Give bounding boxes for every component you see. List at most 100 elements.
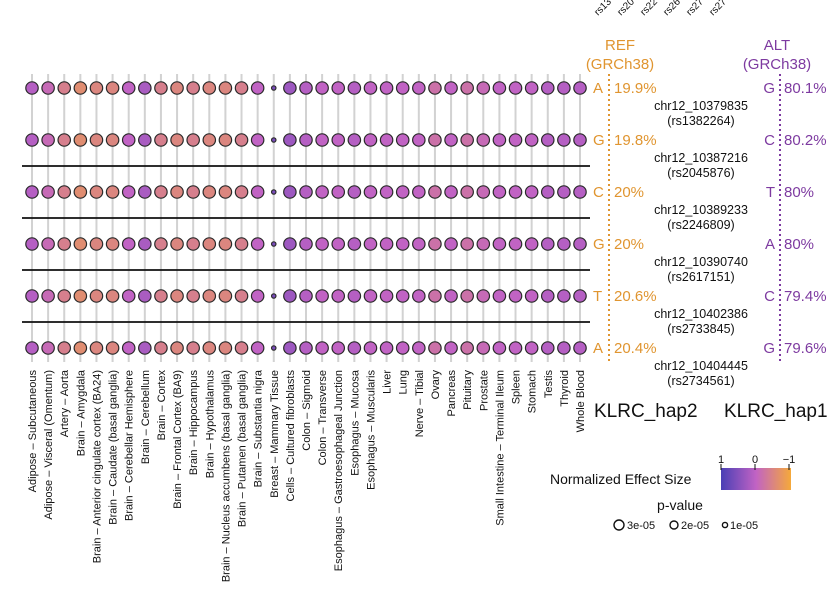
effect-dot — [299, 185, 313, 199]
effect-dot — [315, 341, 329, 355]
effect-dot — [492, 341, 507, 355]
effect-dot — [412, 133, 426, 147]
ref-allele: G — [593, 132, 605, 149]
effect-dot — [460, 341, 474, 355]
alt-frequency: 80% — [784, 236, 814, 253]
effect-dot — [170, 133, 184, 147]
effect-dot — [234, 185, 249, 199]
effect-dot — [73, 237, 88, 251]
effect-dot — [138, 341, 152, 355]
effect-dot — [25, 289, 39, 303]
effect-dot — [202, 237, 217, 251]
ref-build: (GRCh38) — [586, 56, 654, 73]
effect-dot — [476, 289, 491, 303]
effect-dot — [299, 289, 313, 303]
effect-dot — [270, 137, 277, 143]
ref-allele: T — [593, 288, 602, 305]
effect-dot — [428, 133, 442, 147]
effect-dot — [460, 81, 474, 95]
ref-allele: A — [593, 340, 603, 357]
effect-dot — [347, 81, 362, 95]
effect-dot — [25, 185, 39, 199]
tissue-label: Brain – Hippocampus — [188, 370, 200, 476]
effect-dot — [347, 133, 362, 147]
effect-dot — [25, 237, 39, 251]
alt-allele: C — [764, 288, 775, 305]
effect-dot — [379, 81, 394, 95]
effect-dot — [444, 81, 458, 95]
tissue-label: Esophagus – Mucosa — [349, 369, 361, 476]
effect-dot — [395, 133, 410, 147]
effect-dot — [138, 185, 152, 199]
effect-dot — [379, 133, 394, 147]
effect-dot — [41, 289, 55, 303]
tissue-label: Brain – Putamen (basal ganglia) — [237, 370, 249, 527]
row-separators — [22, 165, 590, 323]
effect-dot — [121, 81, 136, 95]
effect-dot — [428, 289, 442, 303]
effect-dot — [218, 341, 233, 355]
ref-frequency: 19.9% — [614, 80, 657, 97]
color-scale-bar — [721, 468, 791, 490]
tissue-label: Esophagus – Muscularis — [365, 370, 377, 490]
effect-dot — [105, 237, 120, 251]
effect-dot — [395, 237, 410, 251]
alt-frequency: 80% — [784, 184, 814, 201]
effect-dot — [250, 133, 265, 147]
variant-rsid: (rs2246809) — [667, 218, 734, 232]
variant-id: chr12_10389233 — [654, 203, 748, 217]
effect-dot — [105, 81, 120, 95]
tissue-label: Thyroid — [559, 370, 571, 407]
tissue-label: Liver — [382, 370, 394, 394]
tissue-label: Brain – Nucleus accumbens (basal ganglia… — [220, 370, 232, 582]
tissue-label: Testis — [543, 370, 555, 399]
tissue-label: Small Intestine – Terminal Ileum — [494, 370, 506, 526]
effect-dot — [202, 341, 217, 355]
effect-dot — [363, 237, 378, 251]
tissue-label: Cells – Cultured fibroblasts — [285, 370, 297, 502]
effect-dot — [138, 237, 152, 251]
variant-rsid: (rs2733845) — [667, 322, 734, 336]
variant-id: chr12_10390740 — [654, 255, 748, 269]
ref-frequency: 20.6% — [614, 288, 657, 305]
effect-dot — [218, 237, 233, 251]
effect-dot — [154, 289, 168, 303]
hap-right-label: KLRC_hap1 — [724, 401, 828, 422]
tissue-label: Stomach — [527, 370, 539, 413]
effect-dot — [89, 185, 104, 199]
effect-dot — [89, 289, 104, 303]
effect-dot — [283, 237, 297, 251]
effect-dot — [428, 81, 442, 95]
effect-dot — [460, 133, 474, 147]
effect-dot — [283, 341, 297, 355]
effect-dot — [573, 185, 587, 199]
effect-dot — [395, 185, 410, 199]
effect-dot — [492, 81, 507, 95]
tissue-label: Whole Blood — [575, 370, 587, 432]
effect-dot — [154, 185, 168, 199]
effect-dot — [121, 133, 136, 147]
ref-header: REF — [605, 37, 635, 54]
effect-dot — [557, 289, 571, 303]
size-label-3e-05: 3e-05 — [627, 520, 655, 532]
size-label-1e-05: 1e-05 — [730, 520, 758, 532]
effect-dot — [412, 185, 426, 199]
effect-dot — [234, 289, 249, 303]
effect-dot — [444, 185, 458, 199]
effect-dot — [25, 133, 39, 147]
effect-dot — [524, 81, 539, 95]
effect-dot — [202, 185, 217, 199]
effect-dot — [444, 133, 458, 147]
effect-dot — [508, 133, 523, 147]
effect-dot — [250, 81, 265, 95]
effect-dot — [25, 81, 39, 95]
effect-dot — [299, 81, 313, 95]
effect-dot — [557, 237, 571, 251]
effect-dot — [73, 81, 88, 95]
effect-dot — [540, 237, 555, 251]
effect-dot — [540, 81, 555, 95]
alt-frequency: 79.4% — [784, 288, 827, 305]
effect-dot — [170, 289, 184, 303]
effect-dot — [412, 237, 426, 251]
effect-dot — [460, 289, 474, 303]
